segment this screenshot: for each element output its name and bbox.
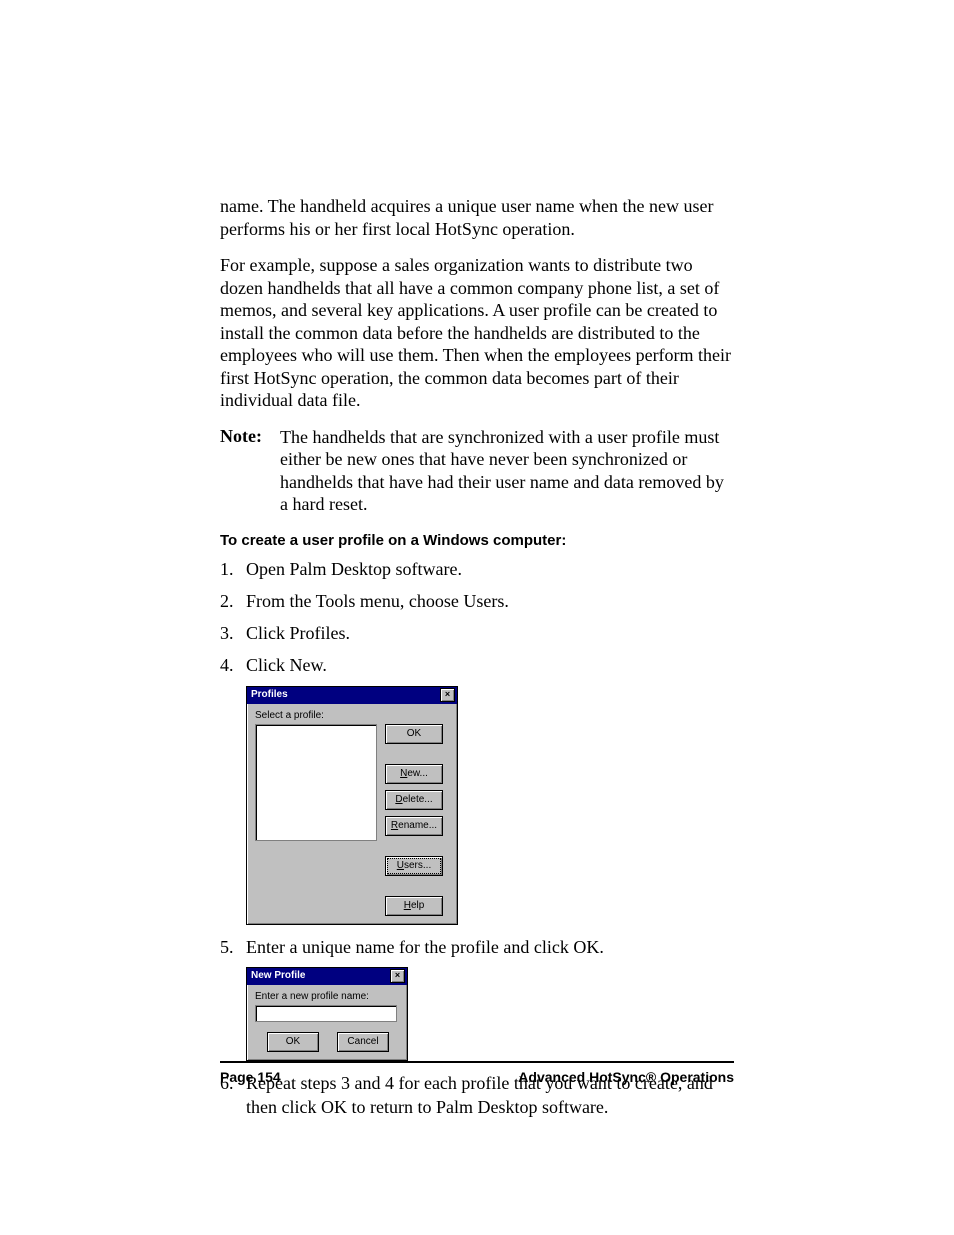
select-profile-label: Select a profile: [255,710,451,721]
body-paragraph: name. The handheld acquires a unique use… [220,195,734,240]
note-block: Note: The handhelds that are synchronize… [220,426,734,516]
section-subheading: To create a user profile on a Windows co… [220,532,734,549]
steps-list-continued: 5.Enter a unique name for the profile an… [220,935,734,959]
new-profile-name-label: Enter a new profile name: [255,991,401,1002]
ok-button[interactable]: OK [267,1032,319,1052]
dialog-button-row: OK Cancel [255,1032,401,1052]
close-icon[interactable]: × [440,688,455,702]
steps-list: 1.Open Palm Desktop software. 2.From the… [220,557,734,678]
dialog-button-column: OK New... Delete... Rename... Users... H… [385,724,443,916]
close-icon[interactable]: × [390,969,405,983]
footer-rule [220,1061,734,1063]
step-item: 4.Click New. [220,653,734,677]
section-title: Advanced HotSync® Operations [518,1069,734,1085]
page-number: Page 154 [220,1069,281,1085]
note-text: The handhelds that are synchronized with… [280,426,734,516]
dialog-titlebar: Profiles × [247,687,457,704]
body-paragraph: For example, suppose a sales organizatio… [220,254,734,412]
page-footer: Page 154 Advanced HotSync® Operations [220,1061,734,1085]
profile-name-input[interactable] [255,1005,397,1022]
dialog-title: Profiles [251,689,288,700]
step-item: 2.From the Tools menu, choose Users. [220,589,734,613]
delete-button[interactable]: Delete... [385,790,443,810]
profile-listbox[interactable] [255,724,377,841]
help-button[interactable]: Help [385,896,443,916]
step-item: 5.Enter a unique name for the profile an… [220,935,734,959]
step-item: 1.Open Palm Desktop software. [220,557,734,581]
dialog-client-area: Enter a new profile name: OK Cancel [247,985,407,1060]
new-profile-dialog: New Profile × Enter a new profile name: … [246,967,408,1061]
note-label: Note: [220,426,280,516]
rename-button[interactable]: Rename... [385,816,443,836]
new-profile-dialog-figure: New Profile × Enter a new profile name: … [246,967,734,1061]
new-button[interactable]: New... [385,764,443,784]
dialog-titlebar: New Profile × [247,968,407,985]
profiles-dialog: Profiles × Select a profile: OK New... D… [246,686,458,925]
cancel-button[interactable]: Cancel [337,1032,389,1052]
dialog-client-area: Select a profile: OK New... Delete... Re… [247,704,457,924]
users-button[interactable]: Users... [385,856,443,876]
dialog-title: New Profile [251,970,305,981]
ok-button[interactable]: OK [385,724,443,744]
profiles-dialog-figure: Profiles × Select a profile: OK New... D… [246,686,734,925]
document-page: name. The handheld acquires a unique use… [0,0,954,1235]
step-item: 3.Click Profiles. [220,621,734,645]
